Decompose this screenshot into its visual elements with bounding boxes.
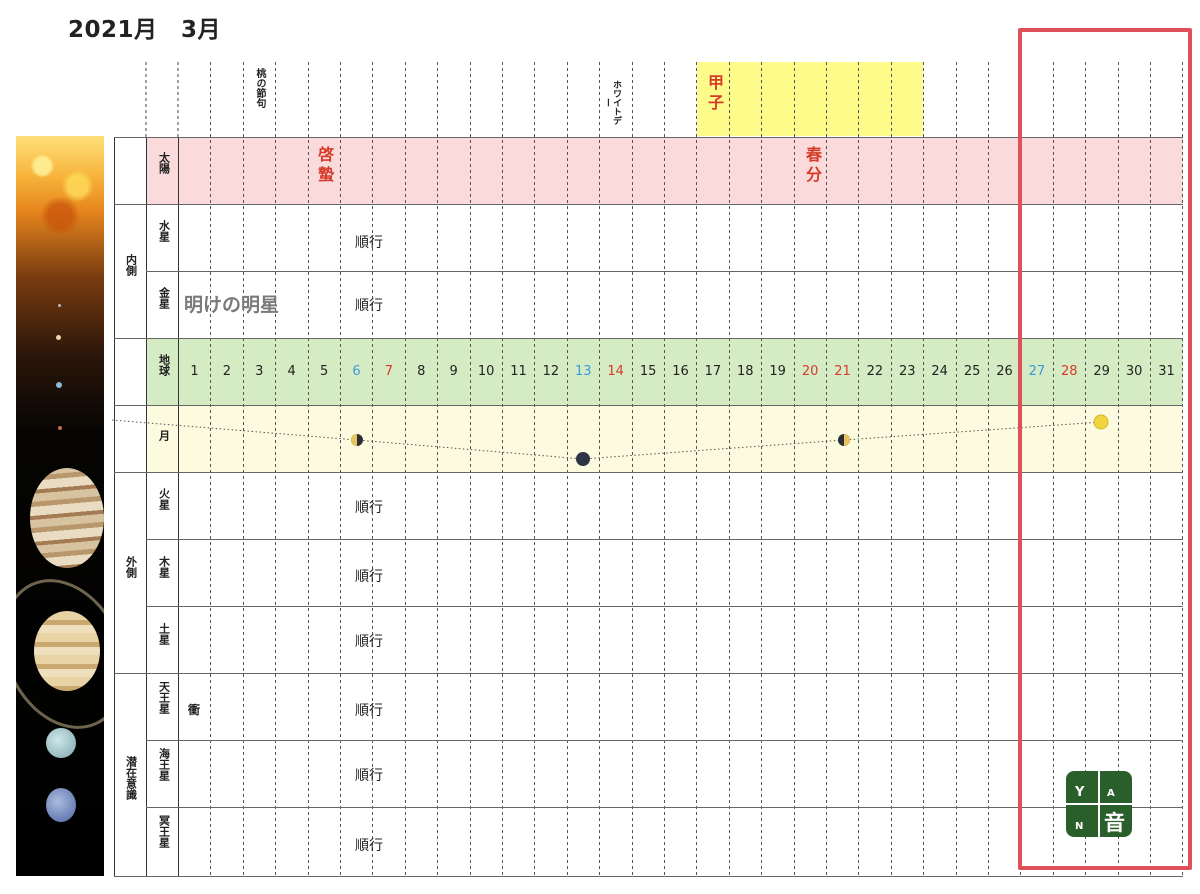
event-white-day-text: ホワイトデー: [602, 79, 621, 125]
jupiter-image: [30, 468, 104, 568]
group-outer: 外側: [124, 556, 138, 578]
day-number-28: 28: [1061, 364, 1078, 379]
row-label-moon: 月: [157, 430, 171, 441]
day-number-27: 27: [1028, 364, 1046, 379]
day-number-20: 20: [801, 364, 819, 379]
logo-char: 音: [1104, 811, 1125, 835]
earth-image: [56, 382, 62, 388]
row-label-uranus: 天王星: [157, 681, 171, 714]
event-koushi: 甲子: [705, 74, 724, 114]
day-number-21: 21: [834, 364, 851, 379]
day-number-19: 19: [769, 364, 786, 379]
day-number-10: 10: [477, 364, 495, 379]
day-number-13: 13: [575, 364, 592, 379]
row-label-neptune: 海王星: [157, 748, 171, 781]
mercury-status: 順行: [355, 235, 383, 251]
uranus-image: [46, 728, 76, 758]
row-label-venus: 金星: [157, 287, 171, 309]
uranus-status: 順行: [355, 703, 383, 719]
day-number-25: 25: [963, 364, 981, 379]
day-number-16: 16: [672, 364, 689, 379]
day-number-1: 1: [190, 364, 199, 379]
day-number-11: 11: [510, 364, 527, 379]
event-momo: 桃の節句: [254, 68, 265, 108]
day-number-23: 23: [899, 364, 916, 379]
mercury-image: [58, 304, 61, 307]
planet-image-strip: [16, 136, 104, 876]
group-subconscious: 潜在意識: [124, 756, 138, 800]
venus-status: 順行: [355, 298, 383, 314]
day-number-2: 2: [222, 364, 232, 379]
day-number-30: 30: [1125, 364, 1143, 379]
logo-sprout: Y: [1075, 785, 1085, 800]
pluto-status: 順行: [355, 838, 383, 854]
day-number-3: 3: [255, 364, 264, 379]
neptune-image: [46, 788, 76, 822]
day-number-14: 14: [607, 364, 624, 379]
day-number-24: 24: [931, 364, 948, 379]
day-number-17: 17: [704, 364, 722, 379]
uranus-opposition: 衝: [188, 703, 201, 717]
day-number-18: 18: [737, 364, 754, 379]
row-label-sun: 太陽: [157, 152, 171, 174]
sun-image: [16, 136, 104, 236]
day-number-12: 12: [542, 364, 560, 379]
row-label-earth: 地球: [157, 354, 171, 376]
logo-letter-a: A: [1107, 788, 1115, 799]
highlight-frame: [1018, 28, 1192, 870]
day-number-8: 8: [417, 364, 426, 379]
venus-image: [56, 335, 61, 340]
koushi-band: [697, 62, 923, 136]
venus-morning-star: 明けの明星: [184, 294, 280, 316]
day-number-4: 4: [287, 364, 296, 379]
day-number-6: 6: [352, 364, 361, 379]
row-label-pluto: 冥王星: [157, 815, 171, 848]
day-number-5: 5: [319, 364, 329, 379]
day-number-29: 29: [1093, 364, 1110, 379]
day-number-9: 9: [449, 364, 458, 379]
row-label-mars: 火星: [157, 488, 171, 510]
mars-image: [58, 426, 62, 430]
logo-divider-v: [1098, 771, 1100, 837]
saturn-status: 順行: [355, 634, 383, 650]
group-inner: 内側: [124, 254, 138, 276]
row-label-saturn: 土星: [157, 623, 171, 645]
day-number-31: 31: [1158, 364, 1175, 379]
event-shunbun: 春分: [803, 146, 822, 186]
row-label-jupiter: 木星: [157, 556, 171, 578]
page-title: 2021月 3月: [68, 17, 222, 43]
brand-logo: Y A N 音: [1066, 771, 1132, 837]
event-keichitsu: 啓蟄: [315, 146, 334, 186]
event-white-day: ホワイトデー: [602, 78, 621, 126]
day-number-26: 26: [996, 364, 1013, 379]
saturn-image: [34, 611, 100, 691]
logo-letter-n: N: [1075, 821, 1084, 832]
row-label-mercury: 水星: [157, 220, 171, 242]
jupiter-status: 順行: [355, 569, 383, 585]
neptune-status: 順行: [355, 768, 383, 784]
day-number-15: 15: [639, 364, 657, 379]
day-number-7: 7: [384, 364, 394, 379]
day-number-22: 22: [866, 364, 884, 379]
mars-status: 順行: [355, 500, 383, 516]
